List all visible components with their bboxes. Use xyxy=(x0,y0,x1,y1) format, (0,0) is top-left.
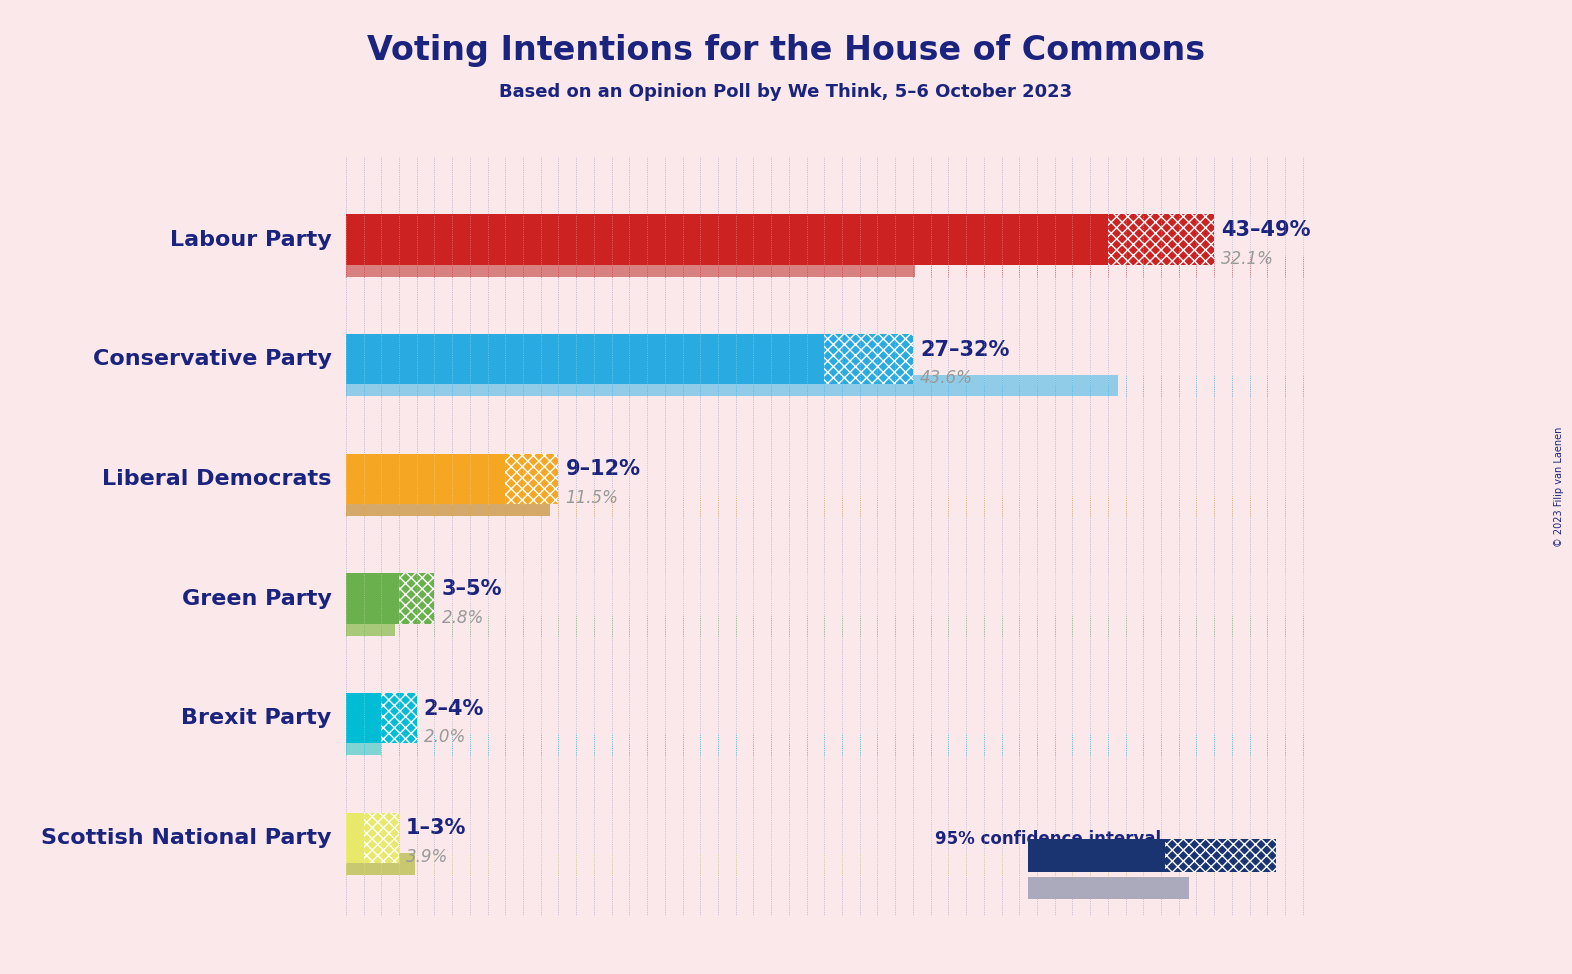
Bar xyxy=(346,614,396,636)
Text: 3.9%: 3.9% xyxy=(406,848,448,866)
Bar xyxy=(1028,839,1165,873)
Text: with median: with median xyxy=(1045,851,1162,870)
Text: 3–5%: 3–5% xyxy=(442,579,501,599)
Bar xyxy=(1165,839,1276,873)
Bar xyxy=(505,454,558,504)
Bar xyxy=(363,812,399,863)
Text: 11.5%: 11.5% xyxy=(566,489,618,507)
Text: Labour Party: Labour Party xyxy=(170,230,332,249)
Text: 2.8%: 2.8% xyxy=(442,609,484,626)
Text: Green Party: Green Party xyxy=(182,588,332,609)
Bar xyxy=(346,574,399,623)
Text: Voting Intentions for the House of Commons: Voting Intentions for the House of Commo… xyxy=(366,34,1206,67)
Text: Scottish National Party: Scottish National Party xyxy=(41,828,332,847)
Text: © 2023 Filip van Laenen: © 2023 Filip van Laenen xyxy=(1555,427,1564,547)
Text: 1–3%: 1–3% xyxy=(406,818,467,839)
Bar xyxy=(346,812,363,863)
Bar xyxy=(346,255,915,277)
Bar xyxy=(346,334,824,385)
Text: 43–49%: 43–49% xyxy=(1221,220,1311,240)
Text: 2.0%: 2.0% xyxy=(424,729,465,746)
Bar xyxy=(346,733,382,755)
Text: 43.6%: 43.6% xyxy=(920,369,973,388)
Text: 27–32%: 27–32% xyxy=(920,340,1009,359)
Bar xyxy=(346,214,1108,265)
Bar xyxy=(346,853,415,875)
Text: Conservative Party: Conservative Party xyxy=(93,350,332,369)
Text: 9–12%: 9–12% xyxy=(566,460,640,479)
Bar xyxy=(1028,878,1190,899)
Bar xyxy=(346,454,505,504)
Text: Based on an Opinion Poll by We Think, 5–6 October 2023: Based on an Opinion Poll by We Think, 5–… xyxy=(500,83,1072,100)
Text: Brexit Party: Brexit Party xyxy=(181,708,332,729)
Text: Liberal Democrats: Liberal Democrats xyxy=(102,468,332,489)
Text: Last result: Last result xyxy=(1074,880,1162,897)
Text: 95% confidence interval: 95% confidence interval xyxy=(935,830,1162,848)
Bar xyxy=(399,574,434,623)
Bar xyxy=(1108,214,1214,265)
Bar xyxy=(824,334,913,385)
Text: 32.1%: 32.1% xyxy=(1221,249,1275,268)
Bar xyxy=(346,693,382,743)
Bar xyxy=(346,375,1118,396)
Text: 2–4%: 2–4% xyxy=(424,698,484,719)
Bar xyxy=(346,495,550,516)
Bar xyxy=(382,693,417,743)
